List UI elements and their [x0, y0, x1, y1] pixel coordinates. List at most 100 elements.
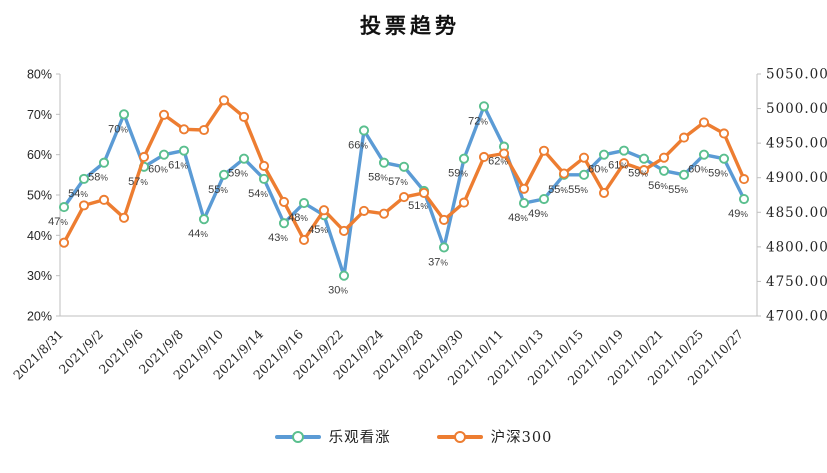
- data-label: 59%: [708, 168, 728, 180]
- optimistic-point-marker: [678, 169, 690, 180]
- csi300-point-marker: [198, 124, 210, 136]
- chart-title: 投票趋势: [360, 13, 460, 38]
- data-label: 72%: [468, 115, 488, 127]
- data-label: 44%: [188, 228, 208, 240]
- csi300-point-marker: [218, 95, 230, 106]
- data-label: 37%: [428, 256, 448, 268]
- optimistic-line: [62, 104, 746, 278]
- data-label: 49%: [728, 208, 748, 220]
- legend-item-optimistic[interactable]: 乐观看涨: [274, 426, 391, 447]
- csi300-point-marker: [678, 132, 690, 143]
- legend-label-optimistic: 乐观看涨: [328, 430, 391, 446]
- data-label: 59%: [448, 168, 468, 180]
- circle-marker-icon: [291, 430, 304, 443]
- left-axis-tick-label: 20%: [27, 310, 52, 324]
- optimistic-point-marker: [478, 101, 490, 112]
- data-label: 48%: [288, 212, 308, 224]
- orange-line-marker-icon: [436, 430, 483, 443]
- csi300-point-marker: [378, 208, 390, 219]
- csi300-point-marker: [538, 145, 550, 156]
- csi300-point-marker: [138, 151, 150, 163]
- optimistic-point-marker: [258, 173, 270, 184]
- data-label: 51%: [408, 200, 428, 212]
- optimistic-point-marker: [78, 173, 90, 184]
- csi300-point-marker: [118, 212, 130, 223]
- optimistic-point-marker: [598, 149, 610, 160]
- csi300-point-marker: [658, 152, 670, 163]
- left-axis-tick-label: 60%: [27, 148, 52, 162]
- data-label: 30%: [328, 285, 348, 297]
- chart-legend: 乐观看涨 沪深300: [0, 426, 827, 447]
- optimistic-point-marker: [578, 169, 590, 180]
- optimistic-point-marker: [338, 270, 350, 281]
- optimistic-point-marker: [178, 145, 190, 156]
- optimistic-point-marker: [58, 202, 70, 213]
- optimistic-point-marker: [298, 198, 310, 209]
- data-label: 48%: [508, 212, 528, 224]
- optimistic-point-marker: [618, 145, 630, 156]
- data-label: 61%: [608, 160, 628, 172]
- data-label: 55%: [668, 184, 688, 196]
- csi300-point-marker: [578, 152, 590, 163]
- csi300-point-marker: [458, 197, 470, 208]
- right-axis-tick-label: 4850.00: [766, 205, 827, 221]
- legend-item-csi300[interactable]: 沪深300: [436, 426, 553, 447]
- csi300-point-marker: [698, 117, 710, 128]
- data-label: 47%: [48, 216, 68, 228]
- line-chart-plot-area: 80% 70% 60% 50% 40% 30% 20% 5050.00 5000.00 4950.…: [10, 67, 827, 389]
- data-label: 58%: [88, 172, 108, 184]
- data-label: 56%: [648, 180, 668, 192]
- optimistic-point-marker: [198, 214, 210, 225]
- optimistic-point-marker: [98, 157, 110, 168]
- csi300-point-marker: [598, 187, 610, 198]
- circle-marker-icon: [453, 430, 466, 443]
- data-label: 55%: [548, 184, 568, 196]
- right-axis-tick-label: 4800.00: [766, 239, 827, 255]
- csi300-point-marker: [278, 196, 290, 207]
- data-label: 55%: [208, 184, 228, 196]
- data-label: 57%: [128, 176, 148, 188]
- optimistic-point-marker: [518, 198, 530, 209]
- optimistic-point-marker: [638, 153, 650, 164]
- optimistic-point-marker: [238, 153, 250, 164]
- csi300-point-marker: [558, 168, 570, 179]
- right-axis-tick-label: 4950.00: [766, 136, 827, 152]
- optimistic-point-marker: [358, 125, 370, 136]
- data-label: 59%: [628, 168, 648, 180]
- csi300-point-marker: [298, 234, 310, 245]
- data-label: 61%: [168, 160, 188, 172]
- csi300-point-marker: [478, 151, 490, 163]
- optimistic-point-marker: [538, 193, 550, 205]
- csi300-point-marker: [238, 111, 250, 122]
- optimistic-point-marker: [658, 165, 670, 176]
- data-label: 59%: [228, 168, 248, 180]
- csi300-point-marker: [178, 124, 190, 135]
- right-axis-tick-label: 5050.00: [766, 67, 827, 83]
- csi300-point-marker: [738, 174, 750, 185]
- data-label: 66%: [348, 139, 368, 151]
- data-label: 58%: [368, 172, 388, 184]
- optimistic-point-marker: [398, 161, 410, 172]
- right-axis-tick-label: 4750.00: [766, 274, 827, 290]
- left-axis-tick-label: 80%: [27, 68, 52, 82]
- optimistic-point-marker: [218, 169, 230, 180]
- data-label: 49%: [528, 208, 548, 220]
- data-label: 54%: [68, 188, 88, 200]
- csi300-point-marker: [98, 194, 110, 205]
- data-label: 57%: [388, 176, 408, 188]
- optimistic-point-marker: [158, 149, 170, 160]
- data-label: 43%: [268, 232, 288, 244]
- csi300-point-marker: [338, 225, 350, 237]
- csi300-point-marker: [158, 109, 170, 120]
- csi300-point-marker: [418, 187, 430, 198]
- csi300-point-marker: [518, 183, 530, 194]
- optimistic-point-marker: [458, 153, 470, 164]
- csi300-point-marker: [358, 205, 370, 216]
- csi300-point-marker: [498, 148, 510, 159]
- blue-line-marker-icon: [274, 430, 321, 443]
- csi300-point-marker: [398, 192, 410, 203]
- optimistic-point-marker: [698, 149, 710, 160]
- data-label: 54%: [248, 188, 268, 200]
- csi300-point-marker: [78, 200, 90, 211]
